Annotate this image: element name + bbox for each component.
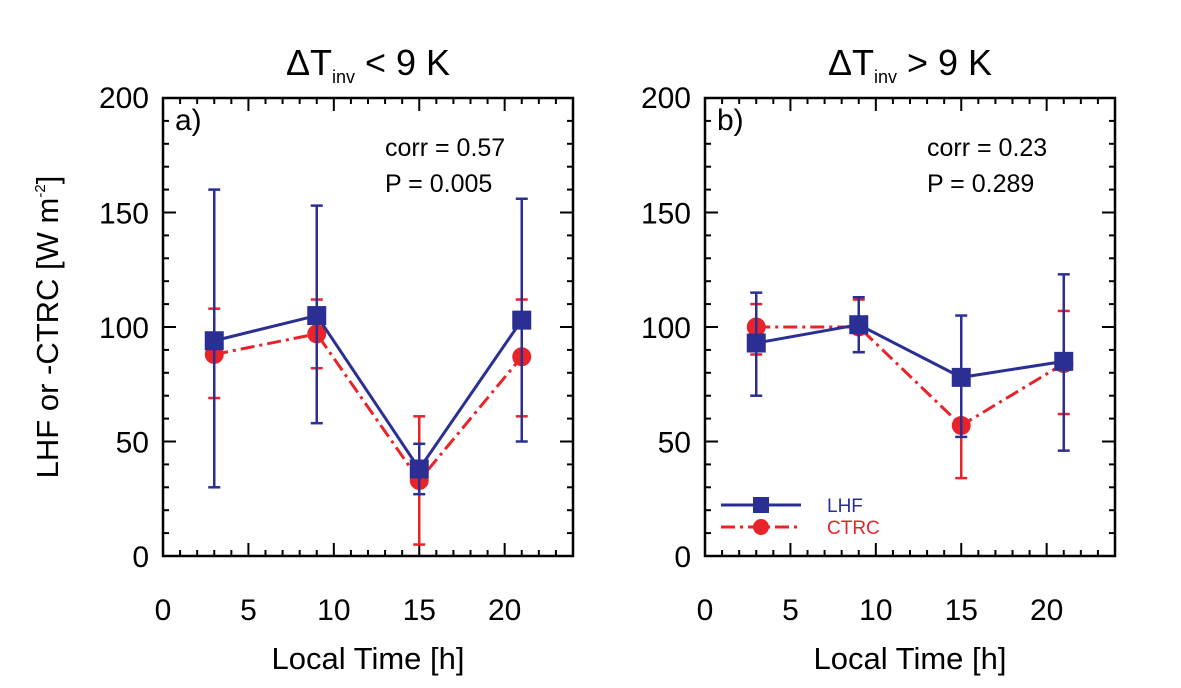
series-lhf bbox=[204, 188, 532, 496]
chart-title-prefix: ΔT bbox=[828, 42, 874, 83]
y-tick-label: 50 bbox=[116, 427, 149, 460]
chart-title-prefix: ΔT bbox=[286, 42, 332, 83]
y-axis-label-prefix: LHF or -CTRC [W m bbox=[30, 198, 65, 479]
x-tick-label: 0 bbox=[155, 594, 172, 627]
data-point-square bbox=[512, 310, 532, 330]
y-axis-label-sup: -2 bbox=[32, 184, 49, 197]
y-tick-label: 50 bbox=[658, 427, 691, 460]
data-point-square bbox=[204, 331, 224, 351]
x-tick-label: 5 bbox=[782, 594, 799, 627]
y-tick-label: 200 bbox=[99, 82, 149, 115]
legend-label-lhf: LHF bbox=[827, 496, 863, 517]
series-ctrc bbox=[204, 298, 532, 546]
y-tick-label: 100 bbox=[99, 312, 149, 345]
series-line bbox=[213, 313, 523, 472]
stats-text: corr = 0.23 bbox=[927, 134, 1047, 162]
x-tick-label: 10 bbox=[317, 594, 350, 627]
panel-label: a) bbox=[175, 104, 202, 137]
y-tick-label: 0 bbox=[674, 541, 691, 574]
chart-title: ΔTinv < 9 K bbox=[286, 42, 450, 87]
x-axis-label: Local Time [h] bbox=[814, 641, 1007, 676]
x-axis-label: Local Time [h] bbox=[272, 641, 465, 676]
y-axis-label-suffix: ] bbox=[30, 176, 65, 185]
x-tick-label: 5 bbox=[240, 594, 257, 627]
x-tick-label: 0 bbox=[697, 594, 714, 627]
x-tick-label: 15 bbox=[945, 594, 978, 627]
y-tick-label: 150 bbox=[99, 198, 149, 231]
y-tick-label: 150 bbox=[641, 198, 691, 231]
panel-b: ΔTinv > 9 K 0 50 100 150 200 0 5 10 15 20 Local Tim… bbox=[641, 42, 1117, 676]
panel-a: ΔTinv < 9 K 0 50 100 150 200 0 5 10 15 20 Local Tim… bbox=[99, 42, 575, 676]
data-point-square bbox=[746, 333, 766, 353]
data-point-square bbox=[951, 367, 971, 387]
x-tick-label: 20 bbox=[1030, 594, 1063, 627]
series-lhf bbox=[746, 273, 1074, 452]
data-point-square bbox=[849, 315, 869, 335]
legend-label-ctrc: CTRC bbox=[827, 518, 880, 539]
stats-text: P = 0.289 bbox=[927, 170, 1034, 198]
legend-marker-ctrc bbox=[753, 519, 769, 535]
series-line bbox=[756, 325, 1065, 428]
chart-title-suffix: < 9 K bbox=[355, 42, 450, 83]
x-tick-label: 15 bbox=[403, 594, 436, 627]
y-axis-label: LHF or -CTRC [W m-2] bbox=[30, 176, 65, 479]
stats-text: P = 0.005 bbox=[385, 170, 492, 198]
legend-marker-lhf bbox=[753, 497, 769, 513]
data-point-square bbox=[409, 459, 429, 479]
chart-title-suffix: > 9 K bbox=[897, 42, 992, 83]
series-line bbox=[213, 332, 523, 483]
x-tick-label: 10 bbox=[859, 594, 892, 627]
x-tick-label: 20 bbox=[488, 594, 521, 627]
plot-frame bbox=[161, 96, 575, 558]
data-point-square bbox=[307, 306, 327, 326]
panel-label: b) bbox=[717, 104, 744, 137]
y-tick-label: 100 bbox=[641, 312, 691, 345]
chart-title-sub: inv bbox=[332, 67, 355, 87]
series-line bbox=[755, 323, 1064, 379]
y-tick-label: 0 bbox=[132, 541, 149, 574]
data-point-square bbox=[1054, 351, 1074, 371]
chart-title-sub: inv bbox=[874, 67, 897, 87]
stats-text: corr = 0.57 bbox=[385, 134, 505, 162]
chart-title: ΔTinv > 9 K bbox=[828, 42, 992, 87]
series-ctrc bbox=[746, 298, 1074, 480]
y-tick-label: 200 bbox=[641, 82, 691, 115]
